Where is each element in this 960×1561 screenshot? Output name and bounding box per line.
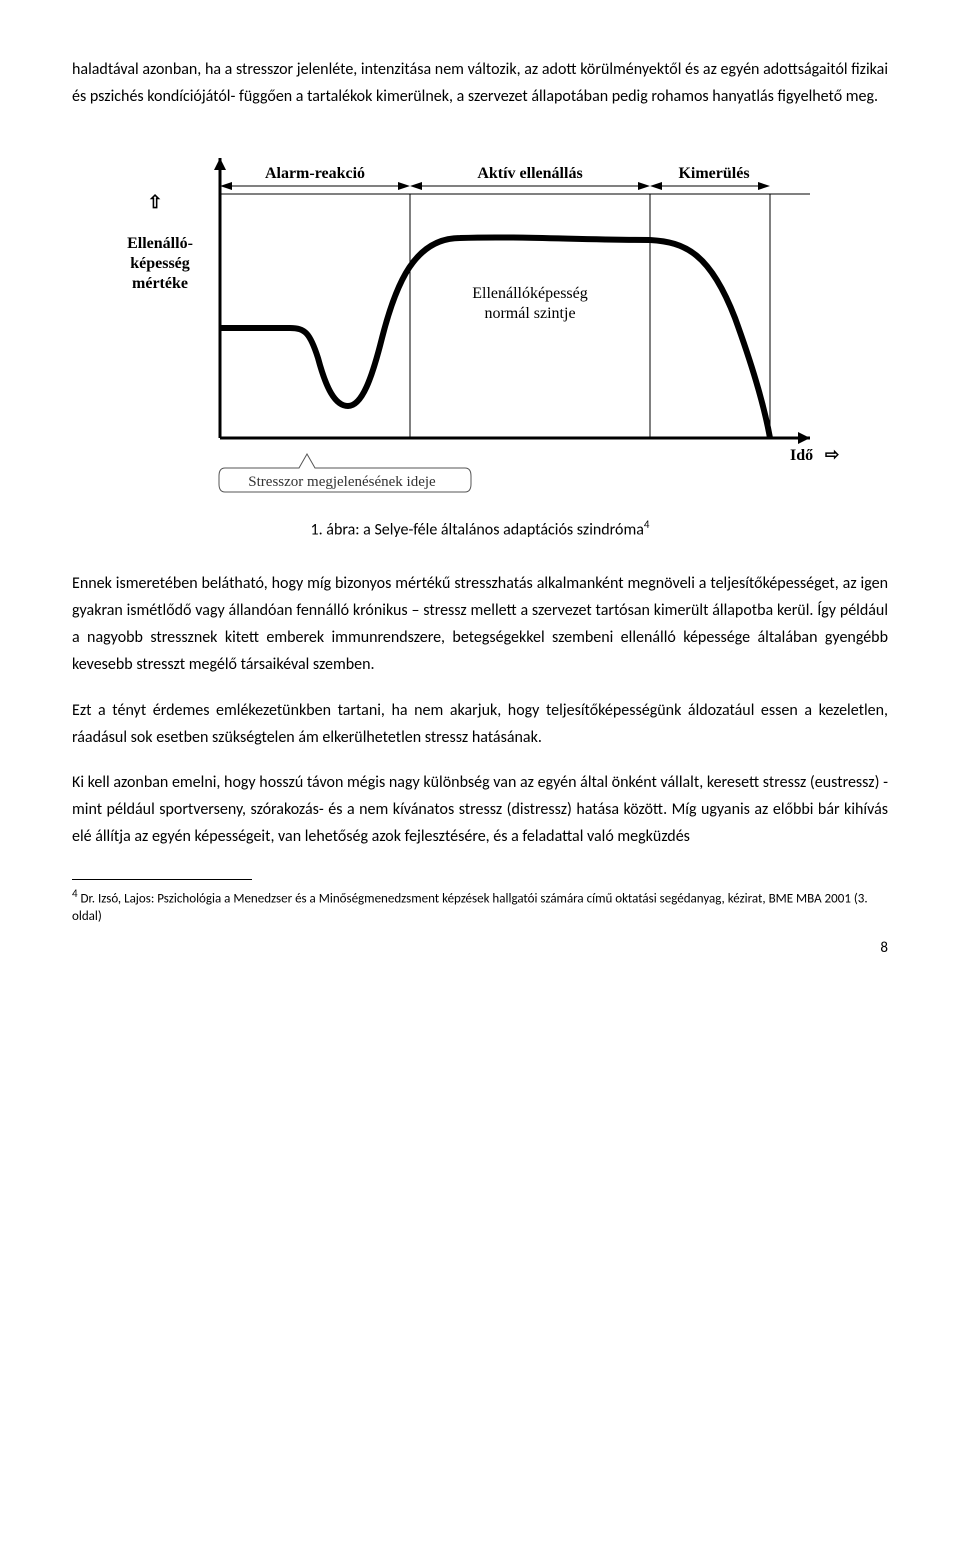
figure-wrap: Alarm-reakció Aktív ellenállás Kimerülés… xyxy=(72,138,888,498)
svg-text:Ellenálló-: Ellenálló- xyxy=(127,235,193,252)
svg-text:normál szintje: normál szintje xyxy=(484,305,575,322)
footnote: 4 Dr. Izsó, Lajos: Pszichológia a Menedz… xyxy=(72,886,888,927)
figure-caption: 1. ábra: a Selye-féle általános adaptáci… xyxy=(72,516,888,544)
paragraph-2: Ennek ismeretében belátható, hogy míg bi… xyxy=(72,570,888,679)
phase-labels: Alarm-reakció Aktív ellenállás Kimerülés xyxy=(220,165,770,190)
svg-text:Ellenállóképesség: Ellenállóképesség xyxy=(472,285,588,302)
mid-label: Ellenállóképesség normál szintje xyxy=(472,285,588,322)
svg-text:⇧: ⇧ xyxy=(147,192,162,212)
svg-text:Stresszor megjelenésének ideje: Stresszor megjelenésének ideje xyxy=(248,474,436,490)
phase1-label: Alarm-reakció xyxy=(265,165,365,182)
phase3-label: Kimerülés xyxy=(678,165,749,182)
svg-text:Idő: Idő xyxy=(790,447,813,464)
paragraph-1: haladtával azonban, ha a stresszor jelen… xyxy=(72,56,888,110)
paragraph-4: Ki kell azonban emelni, hogy hosszú távo… xyxy=(72,769,888,851)
x-axis-label: Idő ⇨ xyxy=(790,445,839,464)
footnote-separator xyxy=(72,879,252,880)
gas-curve xyxy=(220,238,770,439)
phase2-label: Aktív ellenállás xyxy=(477,165,582,182)
selye-diagram: Alarm-reakció Aktív ellenállás Kimerülés… xyxy=(110,138,850,498)
page-number: 8 xyxy=(72,936,888,962)
stressor-callout: Stresszor megjelenésének ideje xyxy=(219,454,471,492)
footnote-text: Dr. Izsó, Lajos: Pszichológia a Menedzse… xyxy=(72,891,868,924)
figure-caption-text: 1. ábra: a Selye-féle általános adaptáci… xyxy=(311,521,644,540)
svg-text:⇨: ⇨ xyxy=(825,445,839,464)
y-axis-label: ⇧ Ellenálló- képesség mértéke xyxy=(127,192,193,292)
figure-caption-sup: 4 xyxy=(644,518,650,531)
svg-text:mértéke: mértéke xyxy=(132,275,188,292)
svg-text:képesség: képesség xyxy=(130,255,190,272)
paragraph-3: Ezt a tényt érdemes emlékezetünkben tart… xyxy=(72,697,888,751)
